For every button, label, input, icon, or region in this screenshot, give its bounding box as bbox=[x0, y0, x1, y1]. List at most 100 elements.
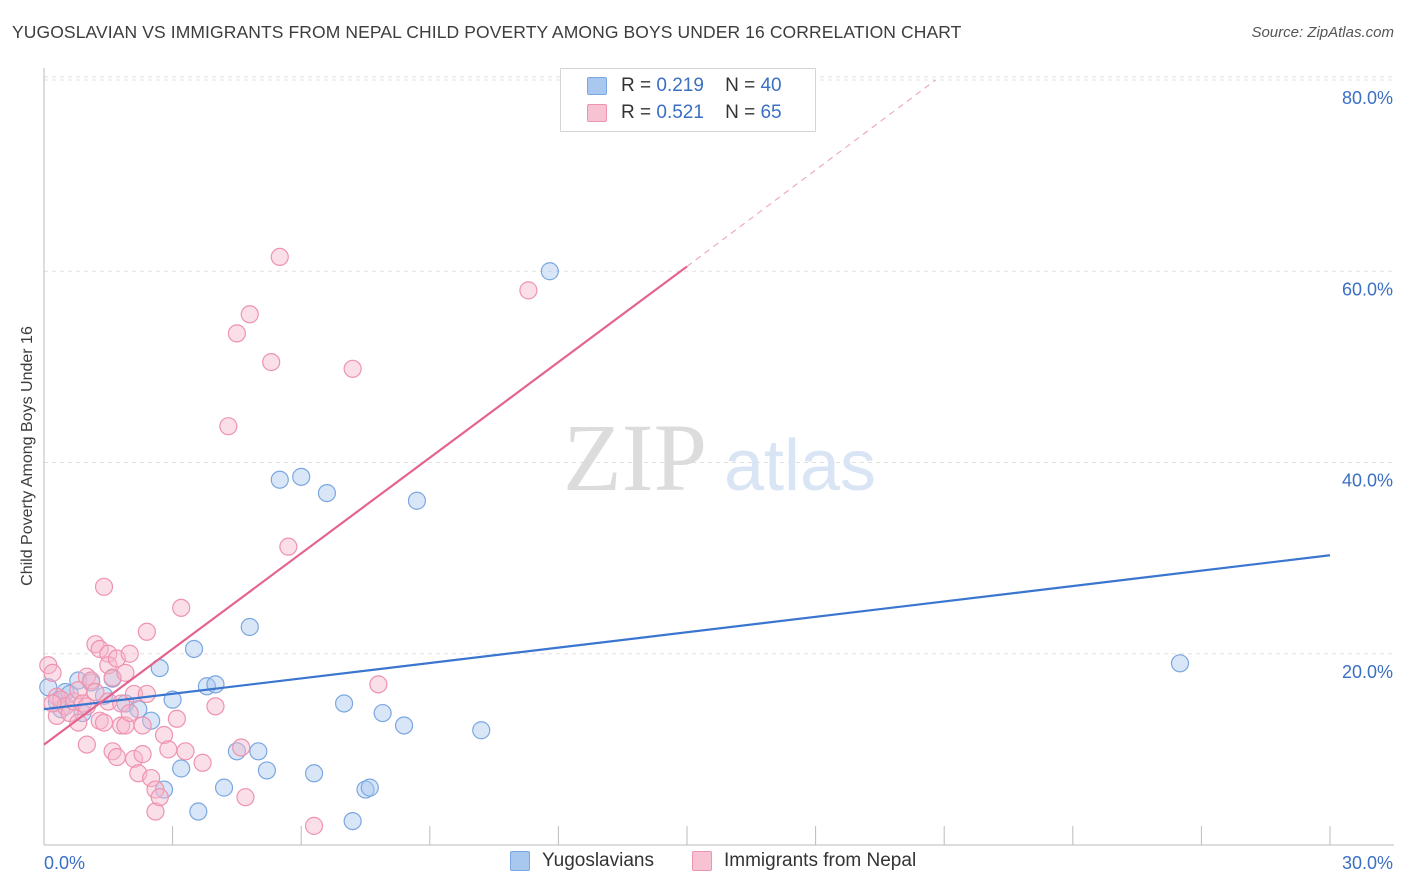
yugoslavian-point bbox=[343, 811, 362, 831]
yugoslavian-point bbox=[240, 617, 259, 637]
yugoslavian-point bbox=[1170, 654, 1190, 673]
yugoslavian-point bbox=[214, 778, 234, 797]
yugoslavian-point bbox=[472, 721, 491, 740]
nepal-point bbox=[137, 622, 156, 641]
nepal-point bbox=[146, 802, 165, 821]
watermark-zip: ZIP bbox=[563, 404, 707, 511]
y-tick-label: 20.0% bbox=[1342, 662, 1393, 682]
yugoslavian-point bbox=[270, 470, 289, 489]
yugoslavian-point bbox=[360, 778, 379, 797]
r-value: 0.219 bbox=[656, 75, 704, 96]
nepal-point bbox=[124, 749, 144, 769]
stats-row-nepal: R = 0.521 N = 65 bbox=[587, 100, 782, 126]
nepal-point bbox=[120, 703, 139, 723]
yugoslavian-point bbox=[373, 703, 392, 723]
nepal-point bbox=[176, 742, 195, 761]
nepal-point bbox=[112, 716, 131, 735]
x-tick-label: 30.0% bbox=[1342, 853, 1393, 873]
nepal-point bbox=[167, 709, 186, 728]
yugoslavians-trend-line bbox=[43, 554, 1331, 711]
axes bbox=[43, 68, 1394, 846]
y-tick-label: 80.0% bbox=[1342, 88, 1393, 108]
nepal-point bbox=[82, 671, 101, 690]
n-label: N = bbox=[725, 102, 756, 123]
yugoslavians-swatch bbox=[587, 77, 607, 95]
legend-item-yugoslavians: Yugoslavians bbox=[510, 850, 654, 872]
source-label: Source: ZipAtlas.com bbox=[1251, 24, 1394, 41]
yugoslavian-point bbox=[394, 716, 414, 735]
nepal-point bbox=[262, 352, 281, 372]
yugoslavians-legend-swatch bbox=[510, 851, 530, 871]
nepal-point bbox=[86, 682, 105, 702]
legend-label: Yugoslavians bbox=[542, 850, 654, 871]
nepal-point bbox=[519, 281, 538, 300]
y-axis-label: Child Poverty Among Boys Under 16 bbox=[19, 326, 36, 586]
yugoslavian-point bbox=[540, 262, 559, 281]
n-value: 65 bbox=[760, 102, 782, 123]
nepal-point bbox=[232, 738, 251, 757]
nepal-point bbox=[193, 753, 212, 772]
nepal-point bbox=[219, 417, 238, 436]
nepal-point bbox=[133, 745, 152, 764]
nepal-point bbox=[227, 324, 246, 343]
nepal-trend-extension bbox=[686, 79, 936, 267]
r-label: R = bbox=[621, 75, 652, 96]
nepal-point bbox=[369, 675, 388, 694]
n-value: 40 bbox=[760, 75, 782, 96]
yugoslavian-point bbox=[304, 764, 324, 783]
nepal-legend-swatch bbox=[692, 851, 712, 871]
nepal-point bbox=[304, 816, 324, 835]
nepal-point bbox=[270, 247, 289, 267]
yugoslavian-point bbox=[172, 759, 191, 778]
tick-labels: 20.0% 40.0% 60.0% 80.0% 0.0% 30.0% bbox=[44, 88, 1393, 873]
nepal-swatch bbox=[587, 104, 607, 122]
nepal-point bbox=[172, 598, 191, 617]
nepal-point bbox=[43, 663, 62, 682]
x-tick-label: 0.0% bbox=[44, 853, 85, 873]
nepal-point bbox=[90, 639, 109, 659]
n-label: N = bbox=[725, 75, 756, 96]
yugoslavian-point bbox=[334, 694, 354, 713]
zipatlas-watermark: ZIP atlas bbox=[563, 404, 876, 511]
nepal-point bbox=[154, 725, 174, 745]
yugoslavian-point bbox=[189, 802, 208, 821]
yugoslavians-points bbox=[39, 262, 1190, 831]
nepal-point bbox=[137, 684, 156, 704]
nepal-trend-line bbox=[43, 265, 688, 746]
nepal-point bbox=[120, 644, 139, 663]
nepal-point bbox=[206, 697, 225, 716]
nepal-point bbox=[279, 537, 298, 556]
gridlines bbox=[44, 76, 1394, 655]
nepal-point bbox=[240, 305, 259, 324]
nepal-point bbox=[77, 735, 96, 754]
nepal-point bbox=[116, 663, 135, 682]
nepal-point bbox=[107, 747, 126, 767]
nepal-point bbox=[343, 359, 362, 378]
y-tick-label: 60.0% bbox=[1342, 279, 1393, 299]
nepal-point bbox=[236, 788, 255, 807]
yugoslavian-point bbox=[249, 742, 268, 761]
trend-lines bbox=[43, 79, 1331, 746]
yugoslavian-point bbox=[317, 484, 337, 503]
r-value: 0.521 bbox=[656, 102, 704, 123]
r-label: R = bbox=[621, 102, 652, 123]
yugoslavian-point bbox=[184, 639, 204, 659]
nepal-point bbox=[142, 768, 161, 788]
nepal-point bbox=[94, 577, 114, 596]
stats-legend: R = 0.219 N = 40 R = 0.521 N = 65 bbox=[560, 68, 816, 132]
yugoslavian-point bbox=[142, 711, 161, 730]
yugoslavian-point bbox=[407, 491, 427, 510]
chart-title: YUGOSLAVIAN VS IMMIGRANTS FROM NEPAL CHI… bbox=[12, 22, 962, 42]
stats-row-yugoslavians: R = 0.219 N = 40 bbox=[587, 73, 782, 99]
nepal-point bbox=[133, 716, 152, 735]
legend-item-nepal: Immigrants from Nepal bbox=[692, 850, 916, 872]
yugoslavian-point bbox=[292, 467, 311, 486]
nepal-point bbox=[150, 788, 169, 807]
nepal-point bbox=[94, 713, 114, 732]
yugoslavian-point bbox=[257, 761, 277, 780]
y-tick-label: 40.0% bbox=[1342, 471, 1393, 491]
legend-label: Immigrants from Nepal bbox=[724, 850, 917, 871]
nepal-points bbox=[39, 247, 538, 835]
nepal-point bbox=[159, 740, 178, 759]
